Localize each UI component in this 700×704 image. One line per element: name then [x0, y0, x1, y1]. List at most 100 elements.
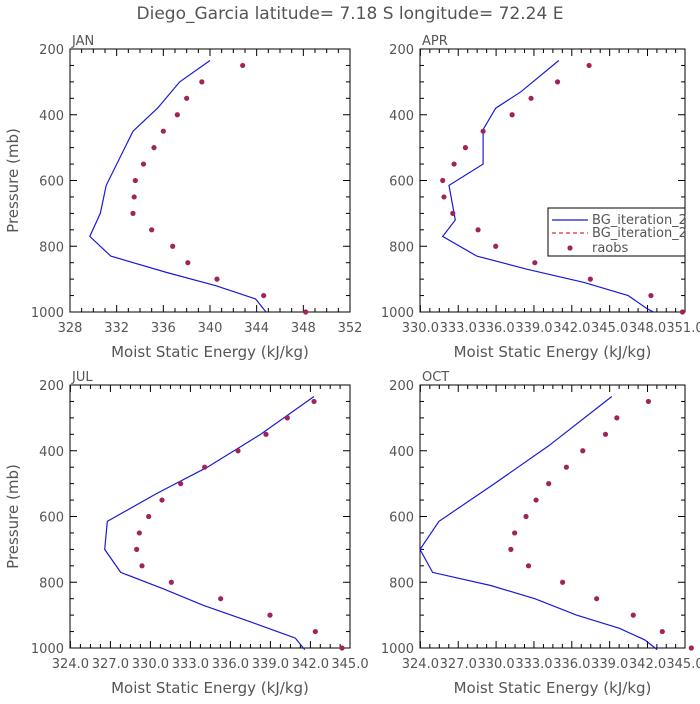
- x-tick-label: 342.0: [553, 321, 590, 336]
- raobs-point: [303, 309, 309, 315]
- raobs-point: [202, 464, 208, 470]
- raobs-point: [523, 513, 529, 520]
- plot-frame: [69, 384, 351, 649]
- raobs-point: [240, 62, 246, 69]
- y-tick-label: 600: [389, 511, 414, 526]
- x-tick-label: 352: [338, 321, 363, 336]
- y-tick-label: 600: [39, 511, 64, 526]
- raobs-point: [199, 79, 205, 85]
- y-tick-label: 800: [389, 240, 414, 255]
- x-tick-label: 345.0: [591, 321, 628, 336]
- x-tick-label: 336: [151, 321, 176, 336]
- x-tick-label: 339.0: [252, 657, 289, 672]
- raobs-point: [512, 530, 518, 536]
- x-tick-label: 336.0: [477, 321, 514, 336]
- raobs-point: [267, 612, 273, 618]
- y-tick-label: 600: [389, 175, 414, 190]
- raobs-point: [493, 243, 499, 249]
- panel-oct: OCT 324.0 327.0 330.0 333.0 336.0 339.0 342.0 34…: [381, 370, 700, 697]
- raobs-point: [170, 243, 176, 249]
- raobs-point: [580, 448, 586, 454]
- x-tick-label: 342.0: [292, 657, 329, 672]
- raobs-point: [284, 415, 290, 421]
- y-axis-label: Pressure (mb): [4, 128, 22, 233]
- x-tick-label: 333.0: [515, 657, 552, 672]
- plot-frame: [419, 48, 686, 313]
- raobs-point: [563, 464, 569, 470]
- raobs-point: [160, 128, 166, 134]
- y-tick-label: 600: [39, 175, 64, 190]
- raobs-point: [139, 563, 145, 569]
- y-tick-label: 1000: [381, 642, 414, 657]
- x-tick-label: 328: [58, 321, 83, 336]
- x-tick-label: 330.0: [402, 321, 439, 336]
- panel-label: JAN: [71, 34, 94, 49]
- x-tick-label: 340: [198, 321, 223, 336]
- x-tick-label: 339.0: [591, 657, 628, 672]
- raobs-point: [586, 62, 592, 69]
- raobs-point: [659, 628, 665, 635]
- raobs-point: [214, 276, 220, 282]
- panel-label: APR: [422, 34, 448, 49]
- raobs-point: [149, 227, 155, 233]
- raobs-point: [614, 415, 620, 421]
- y-tick-label: 800: [39, 576, 64, 591]
- raobs-point: [168, 579, 174, 585]
- raobs-point: [140, 161, 147, 167]
- x-tick-label: 345.0: [666, 657, 700, 672]
- legend-label: raobs: [592, 241, 629, 256]
- x-tick-label: 351.0: [666, 321, 700, 336]
- raobs-point: [688, 645, 694, 651]
- x-tick-label: 324.0: [402, 657, 439, 672]
- raobs-point: [132, 177, 138, 184]
- legend-marker-swatch: [567, 245, 573, 251]
- raobs-point: [131, 194, 137, 200]
- panel-apr: APR 330.0 333.0 336.0 339.0 342.0 345.0 348.0 35…: [381, 34, 700, 361]
- raobs-point: [130, 210, 136, 216]
- raobs-point: [159, 497, 165, 503]
- y-tick-label: 800: [389, 576, 414, 591]
- x-axis-label: Moist Static Energy (kJ/kg): [454, 679, 652, 697]
- raobs-point: [441, 194, 447, 200]
- y-tick-label: 400: [39, 445, 64, 460]
- x-tick-label: 327.0: [440, 657, 477, 672]
- x-axis-label: Moist Static Energy (kJ/kg): [111, 343, 309, 361]
- series-line-bg-iteration-2: [104, 396, 315, 650]
- raobs-point: [475, 227, 481, 233]
- series-line-bg-iteration-2: [441, 60, 654, 313]
- raobs-point: [679, 309, 686, 315]
- raobs-point: [312, 628, 318, 635]
- y-axis-label: Pressure (mb): [4, 464, 22, 569]
- raobs-point: [261, 292, 267, 299]
- raobs-point: [218, 596, 224, 602]
- x-tick-label: 330.0: [132, 657, 169, 672]
- raobs-point: [185, 260, 191, 266]
- y-tick-label: 1000: [31, 642, 64, 657]
- y-tick-label: 1000: [381, 306, 414, 321]
- raobs-point: [451, 161, 457, 167]
- raobs-point: [174, 112, 180, 118]
- raobs-point: [136, 530, 142, 536]
- raobs-point: [648, 292, 654, 299]
- raobs-point: [146, 513, 152, 520]
- raobs-point: [525, 563, 532, 569]
- y-tick-label: 400: [389, 445, 414, 460]
- panel-jul: JUL 324.0 327.0 330.0 333.0 336.0 339.0 342.0 34…: [4, 370, 369, 697]
- raobs-point: [134, 546, 140, 552]
- raobs-point: [554, 79, 561, 85]
- raobs-point: [532, 260, 538, 266]
- plot-frame: [419, 384, 686, 649]
- raobs-point: [630, 612, 636, 618]
- raobs-point: [594, 596, 600, 602]
- y-tick-label: 200: [39, 43, 64, 58]
- raobs-point: [178, 481, 184, 487]
- y-tick-label: 200: [389, 43, 414, 58]
- x-tick-label: 342.0: [629, 657, 666, 672]
- y-tick-label: 800: [39, 240, 64, 255]
- legend-label: BG_iteration_2: [592, 213, 687, 228]
- raobs-point: [440, 177, 446, 184]
- y-tick-label: 200: [39, 379, 64, 394]
